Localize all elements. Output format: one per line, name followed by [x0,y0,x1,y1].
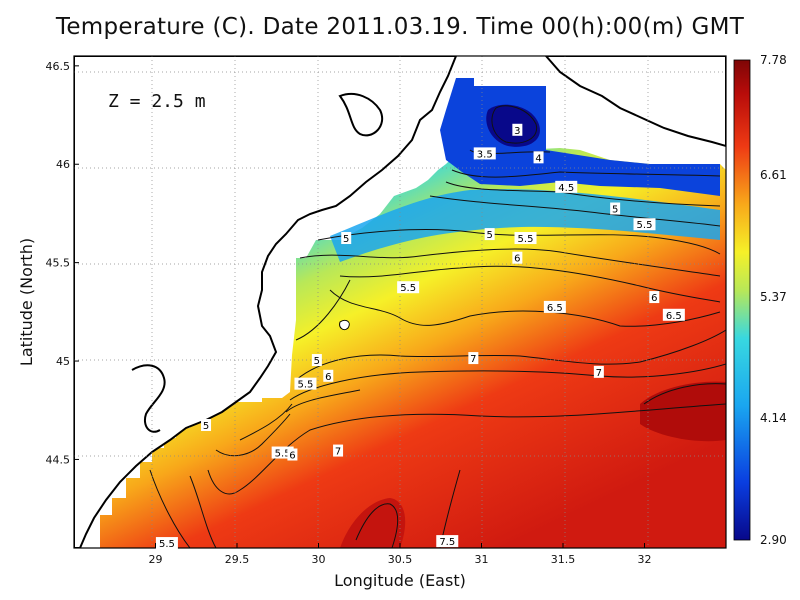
contour-label-box [155,537,178,550]
contour-label-box [468,352,479,365]
contour-label-box [593,365,604,378]
x-tick-label: 31.5 [551,553,576,566]
contour-label: 6.5 [666,311,682,322]
colorbar-tick-label: 4.14 [760,411,787,425]
contour-label: 4.5 [558,183,574,194]
delta-outline [131,364,166,433]
plot-area [74,56,726,548]
contour-labels: 33.5 44.555.55 5 5.565.56.566.5565.57755.56… [155,123,685,550]
contour-label: 5.5 [275,449,291,460]
contour-label-box [633,218,656,231]
contour-label-box [514,232,537,245]
contour-label-box [311,354,322,367]
sea-temperature-field [100,148,726,548]
colorbar-tick-label: 7.78 [760,53,787,67]
contour-label: 5 [612,205,618,216]
x-axis-ticks: 29 29.5 30 30.5 31 31.5 32 [149,543,652,566]
contour-label-box [533,151,544,164]
contour-label: 3 [514,126,520,137]
contour-label-box [610,202,621,215]
colorbar-tick-label: 2.90 [760,533,787,547]
y-axis-label: Latitude (North) [17,238,36,366]
colorbar-ticks: 2.90 4.14 5.37 6.61 7.78 [760,53,787,547]
contour-label: 7 [470,354,476,365]
contour-label: 7 [335,447,341,458]
contour-label-box [287,448,298,461]
contour-label: 5.5 [400,283,416,294]
contour-label: 6 [289,451,295,462]
contour-label-box [436,535,459,548]
contour-label-box [512,251,523,264]
lagoon-outline [338,92,383,137]
blue-band [330,189,720,262]
warm-core [640,381,726,442]
contour-label: 5 [486,230,492,241]
x-tick-label: 30.5 [388,553,413,566]
contour-label-box [323,369,334,382]
contour-label: 5.5 [518,234,534,245]
x-tick-label: 30 [312,553,326,566]
contour-label: 5 [343,234,349,245]
contour-label: 6.5 [547,303,563,314]
x-tick-label: 32 [638,553,652,566]
island [339,319,350,331]
x-tick-label: 29.5 [225,553,250,566]
contour-label-box [201,418,212,431]
contour-label: 7 [596,368,602,379]
colorbar-tick-label: 6.61 [760,168,787,182]
x-axis-label: Longitude (East) [334,571,466,590]
contour-label: 5.5 [159,539,175,550]
colorbar [733,59,751,541]
contour-label: 7.5 [439,537,455,548]
contour-label: 5.5 [298,380,314,391]
contour-label: 5 [203,421,209,432]
contour-label-box [333,444,344,457]
y-tick-label: 46.5 [46,60,71,73]
contour-label-box [555,180,578,193]
warm-core-south [340,498,406,548]
contour-label: 4 [535,153,541,164]
y-tick-label: 44.5 [46,453,71,466]
contour-label-box [649,291,660,304]
grid [74,56,726,548]
land-west [74,56,458,548]
y-tick-label: 45.5 [46,257,71,270]
y-tick-label: 46 [56,158,70,171]
contour-label-box [294,377,317,390]
contour-label-box [473,147,496,160]
contour-label-box [662,308,685,321]
contour-label: 6 [514,254,520,265]
contour-label: 6 [325,372,331,383]
y-axis-ticks: 44.5 45 45.5 46 46.5 [46,60,79,466]
contour-label-box [512,123,523,136]
colorbar-tick-label: 5.37 [760,290,787,304]
chart-title: Temperature (C). Date 2011.03.19. Time 0… [55,14,745,40]
contour-label: 5 [314,356,320,367]
x-tick-label: 29 [149,553,163,566]
depth-label: Z = 2.5 m [108,91,206,112]
y-tick-label: 45 [56,355,70,368]
contour-label-box [397,281,420,294]
land-gap-north [544,56,726,148]
contour-label-box [484,228,495,241]
contour-label: 5.5 [637,220,653,231]
contour-label-box [543,300,566,313]
contour-label-box [341,232,352,245]
x-tick-label: 31 [475,553,489,566]
contour-label: 6 [651,293,657,304]
contour-label: 3.5 [477,149,493,160]
